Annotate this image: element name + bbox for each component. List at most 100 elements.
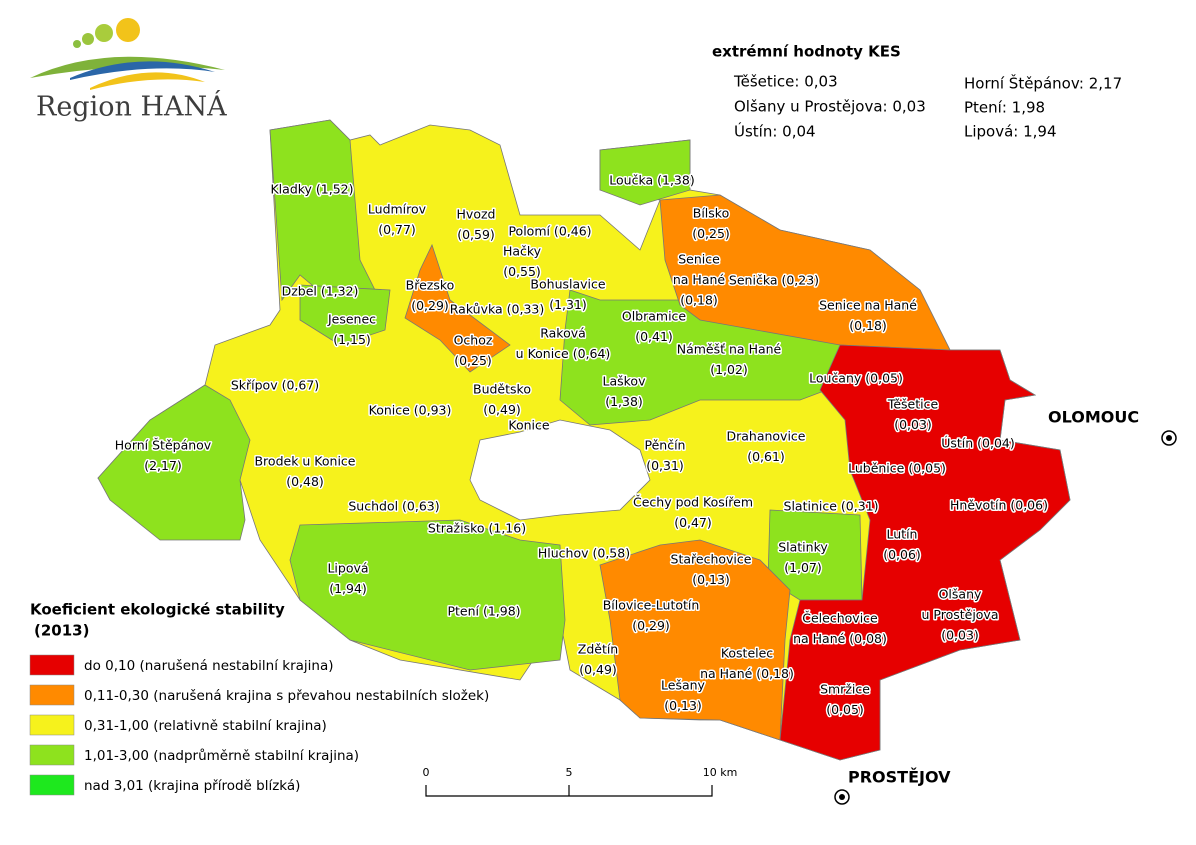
legend-title: (2013)	[34, 622, 89, 640]
legend: Koeficient ekologické stability (2013) d…	[29, 601, 489, 796]
city-marker	[839, 794, 845, 800]
municipality-label: na Hané (0,08)	[793, 631, 887, 646]
legend-swatch	[29, 654, 75, 676]
legend-swatch	[29, 714, 75, 736]
municipality-label: Zdětín	[578, 642, 619, 657]
municipality-label: Laškov	[603, 374, 647, 389]
cities: OLOMOUC PROSTĚJOV	[834, 408, 1177, 805]
municipality-label: Drahanovice	[726, 429, 805, 444]
municipality-label: Slatinice (0,31)	[784, 499, 879, 514]
municipality-label: Bílsko	[693, 206, 729, 221]
municipality-label: Březsko	[406, 278, 455, 293]
legend-swatch	[29, 744, 75, 766]
municipality-label: Pěnčín	[645, 438, 686, 453]
municipality-label: Hačky	[503, 244, 542, 259]
city-label: OLOMOUC	[1048, 408, 1139, 427]
municipality-label: (0,13)	[692, 572, 730, 587]
extremes-title: extrémní hodnoty KES	[712, 43, 901, 61]
municipality-label: Ludmírov	[368, 202, 427, 217]
municipality-label: Kladky (1,52)	[270, 182, 353, 197]
municipality-label: Bohuslavice	[530, 277, 605, 292]
municipality-label: u Prostějova	[921, 607, 998, 622]
municipality-label: Ochoz	[454, 333, 493, 348]
municipality-label: Lešany	[661, 678, 706, 693]
extreme-entry: Olšany u Prostějova: 0,03	[734, 98, 926, 116]
municipality-label: (0,61)	[747, 449, 785, 464]
municipality-label: Těšetice	[887, 397, 939, 412]
city-marker	[1166, 435, 1172, 441]
municipality-label: Stařechovice	[671, 552, 752, 567]
municipality-label: Náměšť na Hané	[677, 342, 782, 357]
legend-label: 1,01-3,00 (nadprůměrně stabilní krajina)	[84, 748, 359, 764]
municipality-label: Polomí (0,46)	[508, 224, 591, 239]
municipality-label: Skřípov (0,67)	[231, 378, 319, 393]
municipality-label: (1,38)	[605, 394, 643, 409]
legend-title: Koeficient ekologické stability	[30, 601, 285, 619]
scale-label: 0	[423, 766, 430, 779]
legend-label: nad 3,01 (krajina přírodě blízká)	[84, 778, 300, 794]
municipality-label: na Hané	[673, 272, 726, 287]
area-orange	[404, 243, 511, 373]
area-green	[289, 519, 566, 671]
municipality-label: Senice	[678, 252, 720, 267]
area-green	[299, 284, 391, 346]
municipality-label: (1,94)	[329, 581, 367, 596]
logo: Region HANÁ	[30, 18, 227, 123]
municipality-label: (1,31)	[549, 297, 587, 312]
municipality-label: Hvozd	[457, 207, 496, 222]
municipality-label: u Konice (0,64)	[516, 346, 611, 361]
extreme-entry: Ptení: 1,98	[964, 99, 1045, 117]
extreme-entry: Ústín: 0,04	[734, 122, 816, 141]
area-red	[779, 344, 1071, 761]
municipality-label: (0,41)	[635, 329, 673, 344]
area-orange	[599, 539, 791, 741]
municipality-label: (0,47)	[674, 515, 712, 530]
enclave	[469, 419, 651, 521]
municipality-label: (0,05)	[826, 702, 864, 717]
municipality-label: Luběnice (0,05)	[848, 461, 946, 476]
municipality-label: Smržice	[820, 682, 870, 697]
municipality-label: (0,25)	[692, 226, 730, 241]
municipality-label: (0,29)	[632, 618, 670, 633]
legend-swatch	[29, 774, 75, 796]
municipality-label: Loučany (0,05)	[809, 371, 903, 386]
extremes: extrémní hodnoty KES Těšetice: 0,03 Olša…	[712, 43, 1122, 141]
municipality-label: Olšany	[939, 587, 982, 602]
municipality-label: Olbramice	[622, 309, 687, 324]
municipality-label: (0,49)	[483, 402, 521, 417]
municipality-label: (0,18)	[849, 318, 887, 333]
municipality-label: (0,13)	[664, 698, 702, 713]
scale-bar: 0 5 10 km	[423, 766, 737, 797]
municipality-label: Lutín	[887, 527, 918, 542]
municipality-label: Hněvotín (0,06)	[950, 498, 1048, 513]
scale-line	[425, 785, 713, 797]
municipality-label: Senice na Hané	[819, 298, 917, 313]
area-green	[599, 139, 691, 206]
map	[97, 119, 1071, 761]
municipality-label: (1,07)	[784, 560, 822, 575]
municipality-label: (2,17)	[144, 458, 182, 473]
municipality-label: Lipová	[327, 561, 368, 576]
municipality-label: Rakůvka (0,33)	[450, 302, 544, 317]
legend-label: do 0,10 (narušená nestabilní krajina)	[84, 658, 334, 674]
municipality-label: (0,29)	[411, 298, 449, 313]
extreme-entry: Těšetice: 0,03	[733, 73, 838, 91]
municipality-label: (0,03)	[941, 628, 979, 643]
municipality-label: Kostelec	[721, 646, 773, 661]
municipality-label: (0,31)	[646, 458, 684, 473]
municipality-label: Suchdol (0,63)	[348, 499, 439, 514]
municipality-label: Konice	[508, 418, 549, 433]
municipality-label: (0,77)	[378, 222, 416, 237]
municipality-label: (1,02)	[710, 362, 748, 377]
municipality-label: Hluchov (0,58)	[538, 546, 630, 561]
legend-label: 0,31-1,00 (relativně stabilní krajina)	[84, 718, 327, 734]
municipality-label: (0,18)	[680, 293, 718, 308]
municipality-label: (0,49)	[579, 662, 617, 677]
municipality-label: na Hané (0,18)	[700, 666, 794, 681]
municipality-label: (0,59)	[457, 227, 495, 242]
extreme-entry: Lipová: 1,94	[964, 123, 1057, 141]
municipality-label: Loučka (1,38)	[609, 173, 694, 188]
municipality-labels: Kladky (1,52) Ludmírov (0,77) Hvozd (0,59) Po…	[113, 171, 1049, 719]
municipality-label: Stražisko (1,16)	[428, 521, 526, 536]
scale-label: 5	[566, 766, 573, 779]
